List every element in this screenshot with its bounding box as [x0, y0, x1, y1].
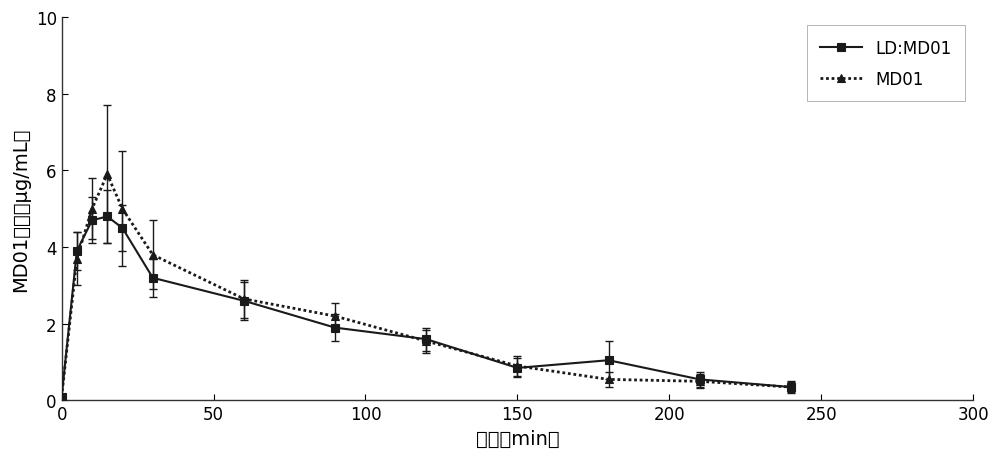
LD:MD01 [147, 275, 159, 281]
MD01 [56, 394, 68, 399]
MD01 [238, 297, 250, 302]
LD:MD01 [329, 325, 341, 330]
LD:MD01 [694, 377, 706, 382]
MD01 [116, 207, 128, 212]
Line: LD:MD01: LD:MD01 [57, 213, 795, 401]
MD01 [329, 313, 341, 319]
MD01 [785, 385, 797, 390]
MD01 [420, 339, 432, 344]
LD:MD01 [86, 218, 98, 224]
MD01 [147, 252, 159, 258]
MD01 [101, 172, 113, 178]
LD:MD01 [238, 298, 250, 304]
MD01 [71, 256, 83, 262]
LD:MD01 [420, 336, 432, 342]
MD01 [694, 379, 706, 384]
LD:MD01 [56, 394, 68, 399]
MD01 [86, 207, 98, 212]
Y-axis label: MD01浓度（μg/mL）: MD01浓度（μg/mL） [11, 127, 30, 291]
MD01 [603, 377, 615, 382]
LD:MD01 [116, 226, 128, 231]
X-axis label: 时间（min）: 时间（min） [476, 429, 559, 448]
LD:MD01 [603, 358, 615, 363]
LD:MD01 [101, 214, 113, 220]
LD:MD01 [71, 249, 83, 254]
LD:MD01 [785, 385, 797, 390]
LD:MD01 [511, 365, 523, 371]
Line: MD01: MD01 [57, 171, 795, 401]
MD01 [511, 364, 523, 369]
Legend: LD:MD01, MD01: LD:MD01, MD01 [807, 26, 965, 102]
